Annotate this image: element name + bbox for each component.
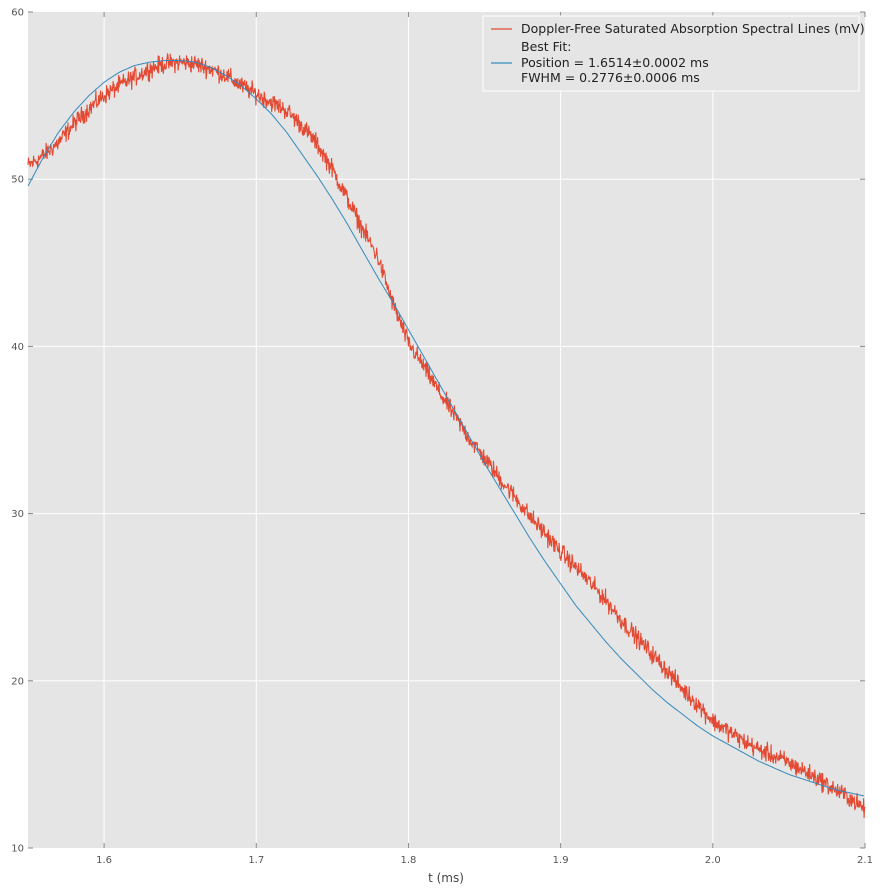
y-tick-label: 10 <box>11 844 24 855</box>
x-axis-label: t (ms) <box>428 871 464 885</box>
y-tick-label: 20 <box>11 676 24 687</box>
legend-entry-fit-title: Best Fit: <box>521 39 572 54</box>
y-tick-label: 30 <box>11 509 24 520</box>
grid-lines <box>28 12 865 848</box>
legend-box <box>482 15 860 92</box>
y-tick-label: 60 <box>11 8 24 19</box>
y-axis: 10 20 30 40 50 60 <box>11 8 865 855</box>
x-axis: 1.6 1.7 1.8 1.9 2.0 2.1 <box>96 12 873 866</box>
x-tick-label: 1.6 <box>96 855 112 866</box>
series-data-line <box>27 52 866 818</box>
legend-entry-fit-fwhm: FWHM = 0.2776±0.0006 ms <box>521 70 700 85</box>
x-tick-label: 1.9 <box>553 855 569 866</box>
series-fit-line <box>27 60 865 797</box>
x-tick-label: 2.0 <box>705 855 721 866</box>
x-tick-label: 2.1 <box>857 855 873 866</box>
x-tick-label: 1.7 <box>248 855 264 866</box>
legend-entry-fit-position: Position = 1.6514±0.0002 ms <box>521 55 709 70</box>
y-tick-label: 40 <box>11 342 24 353</box>
plot-background <box>28 12 865 848</box>
y-tick-label: 50 <box>11 175 24 186</box>
x-tick-label: 1.8 <box>401 855 417 866</box>
legend: Doppler-Free Saturated Absorption Spectr… <box>482 15 865 92</box>
legend-entry-data: Doppler-Free Saturated Absorption Spectr… <box>521 21 865 36</box>
